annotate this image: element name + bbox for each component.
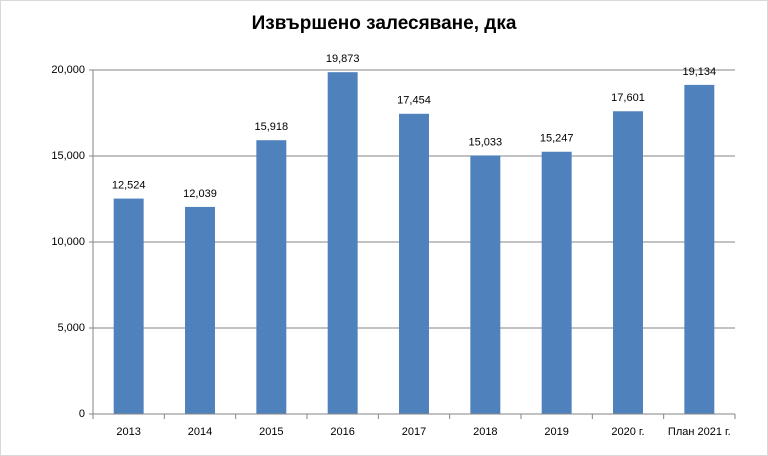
data-label: 12,039 [183, 188, 217, 200]
x-tick-label: 2017 [402, 426, 426, 438]
y-tick-label: 5,000 [57, 322, 85, 334]
y-tick-label: 20,000 [51, 64, 85, 76]
data-label: 17,454 [397, 95, 431, 107]
bar [541, 151, 572, 415]
x-tick-label: 2020 г. [611, 426, 644, 438]
data-label: 19,873 [326, 53, 360, 65]
bar [470, 155, 501, 414]
x-tick-label: 2019 [544, 426, 568, 438]
data-label: 15,918 [255, 121, 289, 133]
data-label: 12,524 [112, 179, 146, 191]
y-tick-label: 0 [79, 408, 85, 420]
y-tick-label: 15,000 [51, 150, 85, 162]
x-tick-label: 2016 [330, 426, 354, 438]
bar [399, 113, 429, 414]
chart-title: Извършено залесяване, дка [252, 13, 517, 34]
data-label: 15,247 [540, 133, 574, 145]
bar [613, 111, 643, 414]
data-label: 15,033 [469, 136, 503, 148]
bar [684, 84, 715, 414]
x-tick-label: 2015 [259, 426, 283, 438]
data-label: 19,134 [683, 66, 717, 78]
bar [256, 140, 287, 415]
x-tick-label: 2014 [188, 426, 212, 438]
x-tick-label: 2018 [473, 426, 497, 438]
y-tick-label: 10,000 [51, 236, 85, 248]
x-tick-label: План 2021 г. [668, 426, 731, 438]
x-tick-label: 2013 [116, 426, 140, 438]
bar [327, 72, 358, 415]
bar [113, 198, 144, 414]
bar [185, 206, 215, 414]
data-label: 17,601 [611, 92, 645, 104]
